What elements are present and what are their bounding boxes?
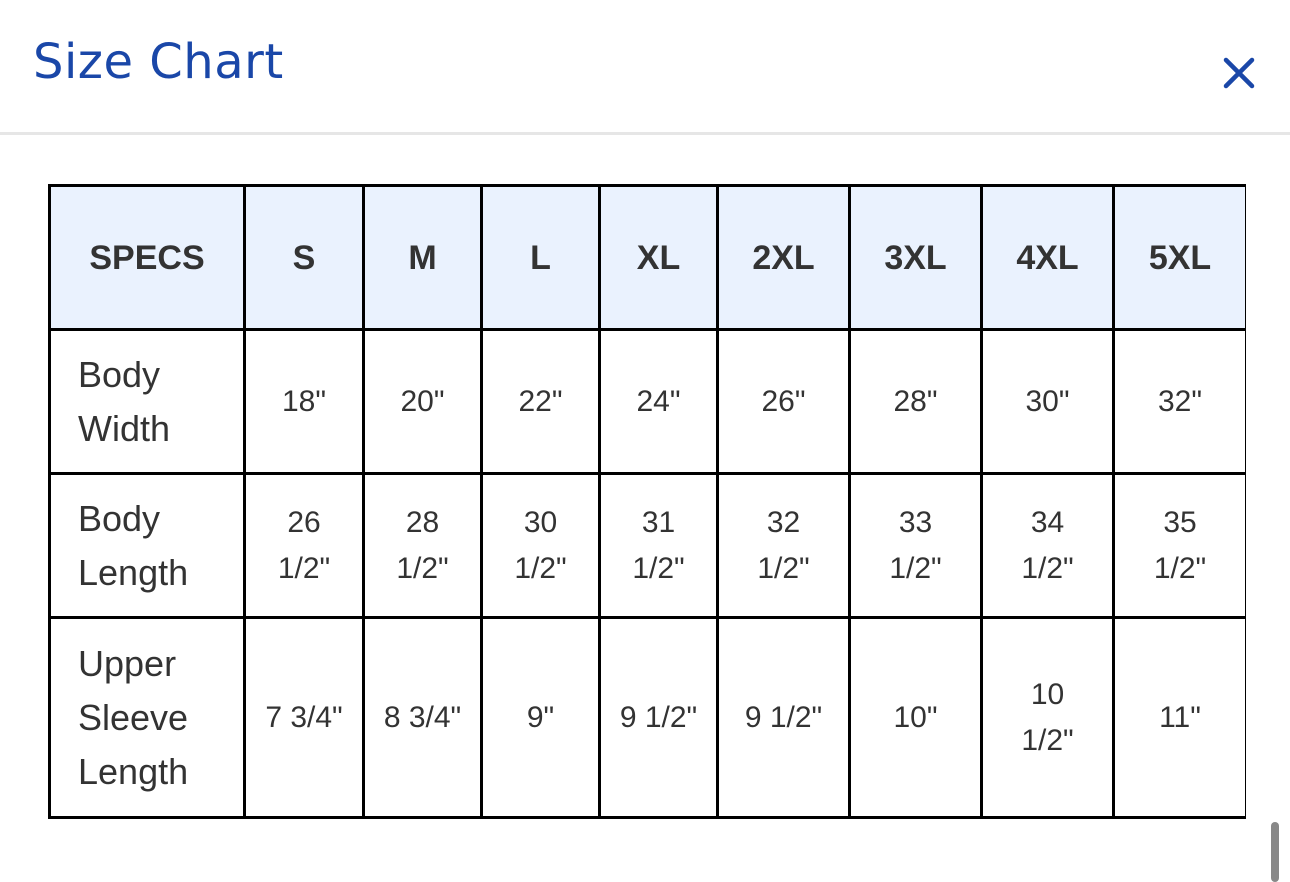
size-value-cell: 28" xyxy=(848,328,983,475)
size-value: 9 1/2" xyxy=(619,700,698,734)
size-value-cell: 9 1/2" xyxy=(716,616,851,819)
size-value: 32 1/2" xyxy=(757,505,810,585)
size-value-cell: 8 3/4" xyxy=(362,616,483,819)
header-size: 5XL xyxy=(1112,184,1246,331)
size-value-cell: 26" xyxy=(716,328,851,475)
size-chart-table: SPECS S M L XL 2XL 3XL 4XL 5XL Body Width 18" 20" 2… xyxy=(48,184,1246,819)
close-button[interactable] xyxy=(1220,52,1260,92)
size-value: 33 1/2" xyxy=(889,505,942,585)
size-value-cell: 9" xyxy=(480,616,601,819)
size-value: 9" xyxy=(526,700,555,734)
header-size: M xyxy=(362,184,483,331)
table-row: Upper Sleeve Length 7 3/4" 8 3/4" 9" 9 1/2" 9… xyxy=(48,616,1246,819)
size-value: 26" xyxy=(761,384,806,418)
size-value-cell: 30" xyxy=(980,328,1115,475)
size-value-cell: 11" xyxy=(1112,616,1246,819)
header-size: 3XL xyxy=(848,184,983,331)
size-value-cell: 34 1/2" xyxy=(980,472,1115,619)
size-value-cell: 20" xyxy=(362,328,483,475)
scrollbar[interactable] xyxy=(1271,822,1279,882)
size-value: 30" xyxy=(1025,384,1070,418)
close-icon xyxy=(1223,57,1255,89)
spec-label-text: Body Width xyxy=(78,353,171,449)
size-value: 31 1/2" xyxy=(632,505,685,585)
size-value: 9 1/2" xyxy=(744,700,823,734)
size-value-cell: 33 1/2" xyxy=(848,472,983,619)
size-value: 28 1/2" xyxy=(396,505,449,585)
header-specs: SPECS xyxy=(48,184,246,331)
size-value: 28" xyxy=(893,384,938,418)
spec-label: Body Width xyxy=(48,328,246,475)
header-size: 4XL xyxy=(980,184,1115,331)
size-value-cell: 18" xyxy=(243,328,365,475)
spec-label: Body Length xyxy=(48,472,246,619)
modal-title: Size Chart xyxy=(33,34,284,90)
size-value-cell: 24" xyxy=(598,328,719,475)
header-size: 2XL xyxy=(716,184,851,331)
size-value-cell: 28 1/2" xyxy=(362,472,483,619)
size-value: 10" xyxy=(893,700,938,734)
size-value: 32" xyxy=(1157,384,1203,418)
size-value-cell: 32" xyxy=(1112,328,1246,475)
size-value: 7 3/4" xyxy=(265,700,343,734)
size-value: 30 1/2" xyxy=(514,505,567,585)
size-value: 10 1/2" xyxy=(1021,677,1074,757)
size-value: 34 1/2" xyxy=(1021,505,1074,585)
size-value: 24" xyxy=(636,384,681,418)
header-divider xyxy=(0,132,1290,135)
header-size: XL xyxy=(598,184,719,331)
size-value: 11" xyxy=(1159,700,1201,734)
size-value: 8 3/4" xyxy=(383,700,462,734)
size-value-cell: 9 1/2" xyxy=(598,616,719,819)
size-value: 18" xyxy=(281,384,327,418)
size-value: 22" xyxy=(518,384,563,418)
header-size: L xyxy=(480,184,601,331)
size-value-cell: 30 1/2" xyxy=(480,472,601,619)
spec-label-text: Body Length xyxy=(78,497,189,593)
header-size: S xyxy=(243,184,365,331)
size-value-cell: 22" xyxy=(480,328,601,475)
size-value: 26 1/2" xyxy=(277,505,331,585)
size-value-cell: 31 1/2" xyxy=(598,472,719,619)
header-row: SPECS S M L XL 2XL 3XL 4XL 5XL xyxy=(48,184,1246,331)
spec-label-text: Upper Sleeve Length xyxy=(78,642,189,792)
size-value-cell: 26 1/2" xyxy=(243,472,365,619)
size-value: 20" xyxy=(400,384,445,418)
size-value-cell: 32 1/2" xyxy=(716,472,851,619)
size-value-cell: 10" xyxy=(848,616,983,819)
spec-label: Upper Sleeve Length xyxy=(48,616,246,819)
table-row: Body Length 26 1/2" 28 1/2" 30 1/2" 31 1/2" 3… xyxy=(48,472,1246,619)
size-value-cell: 7 3/4" xyxy=(243,616,365,819)
size-value-cell: 35 1/2" xyxy=(1112,472,1246,619)
size-value-cell: 10 1/2" xyxy=(980,616,1115,819)
size-value: 35 1/2" xyxy=(1153,505,1207,585)
table-row: Body Width 18" 20" 22" 24" 26" 28" 30" 32" xyxy=(48,328,1246,475)
